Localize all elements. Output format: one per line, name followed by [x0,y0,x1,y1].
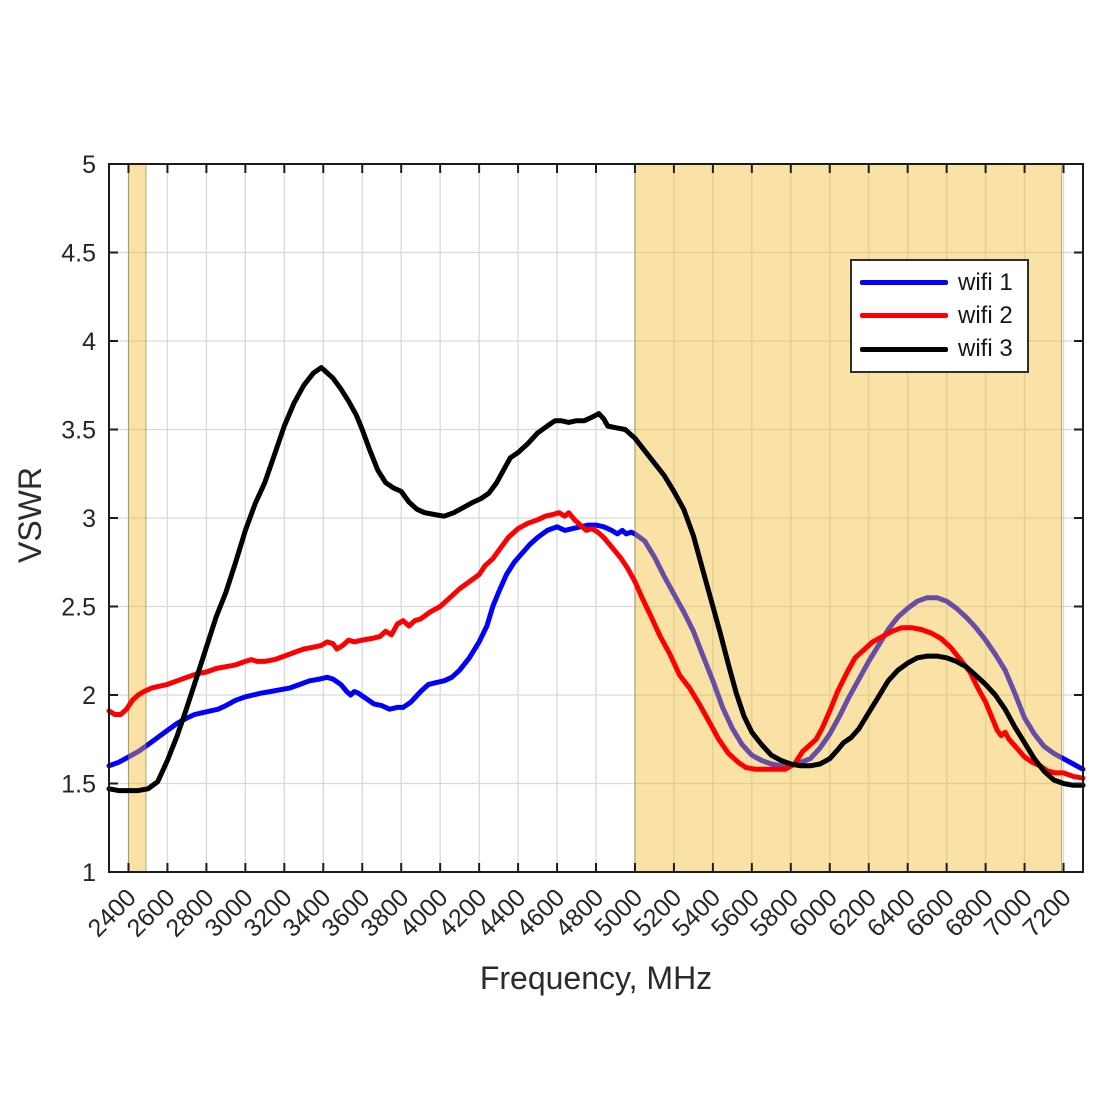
y-tick-label: 3 [82,505,96,533]
y-tick-label: 4.5 [61,240,96,268]
y-axis-label: VSWR [12,467,48,563]
curve-wifi-2 [106,510,1086,781]
curve-wifi-3 [106,365,1086,794]
y-tick-label: 2 [82,682,96,710]
legend-item: wifi 1 [852,268,1027,296]
x-axis-label: Frequency, MHz [479,960,713,996]
y-tick-label: 3.5 [61,417,96,445]
legend-label: wifi 3 [958,335,1013,363]
legend-line-sample-wifi2 [860,313,948,319]
legend-item: wifi 2 [852,301,1027,329]
legend: wifi 1 wifi 2 wifi 3 [850,259,1029,373]
y-tick-label: 5 [82,151,96,179]
curve-wifi-1 [106,522,1086,772]
legend-item: wifi 3 [852,337,1027,361]
y-tick-label: 4 [82,328,96,356]
y-tick-label: 1.5 [61,771,96,799]
y-tick-label: 2.5 [61,594,96,622]
legend-line-sample-wifi3 [860,346,948,352]
shaded-band [127,163,147,873]
legend-line-sample-wifi1 [860,280,948,286]
y-tick-label: 1 [82,859,96,887]
legend-label: wifi 1 [958,268,1013,296]
legend-label: wifi 2 [958,301,1013,329]
